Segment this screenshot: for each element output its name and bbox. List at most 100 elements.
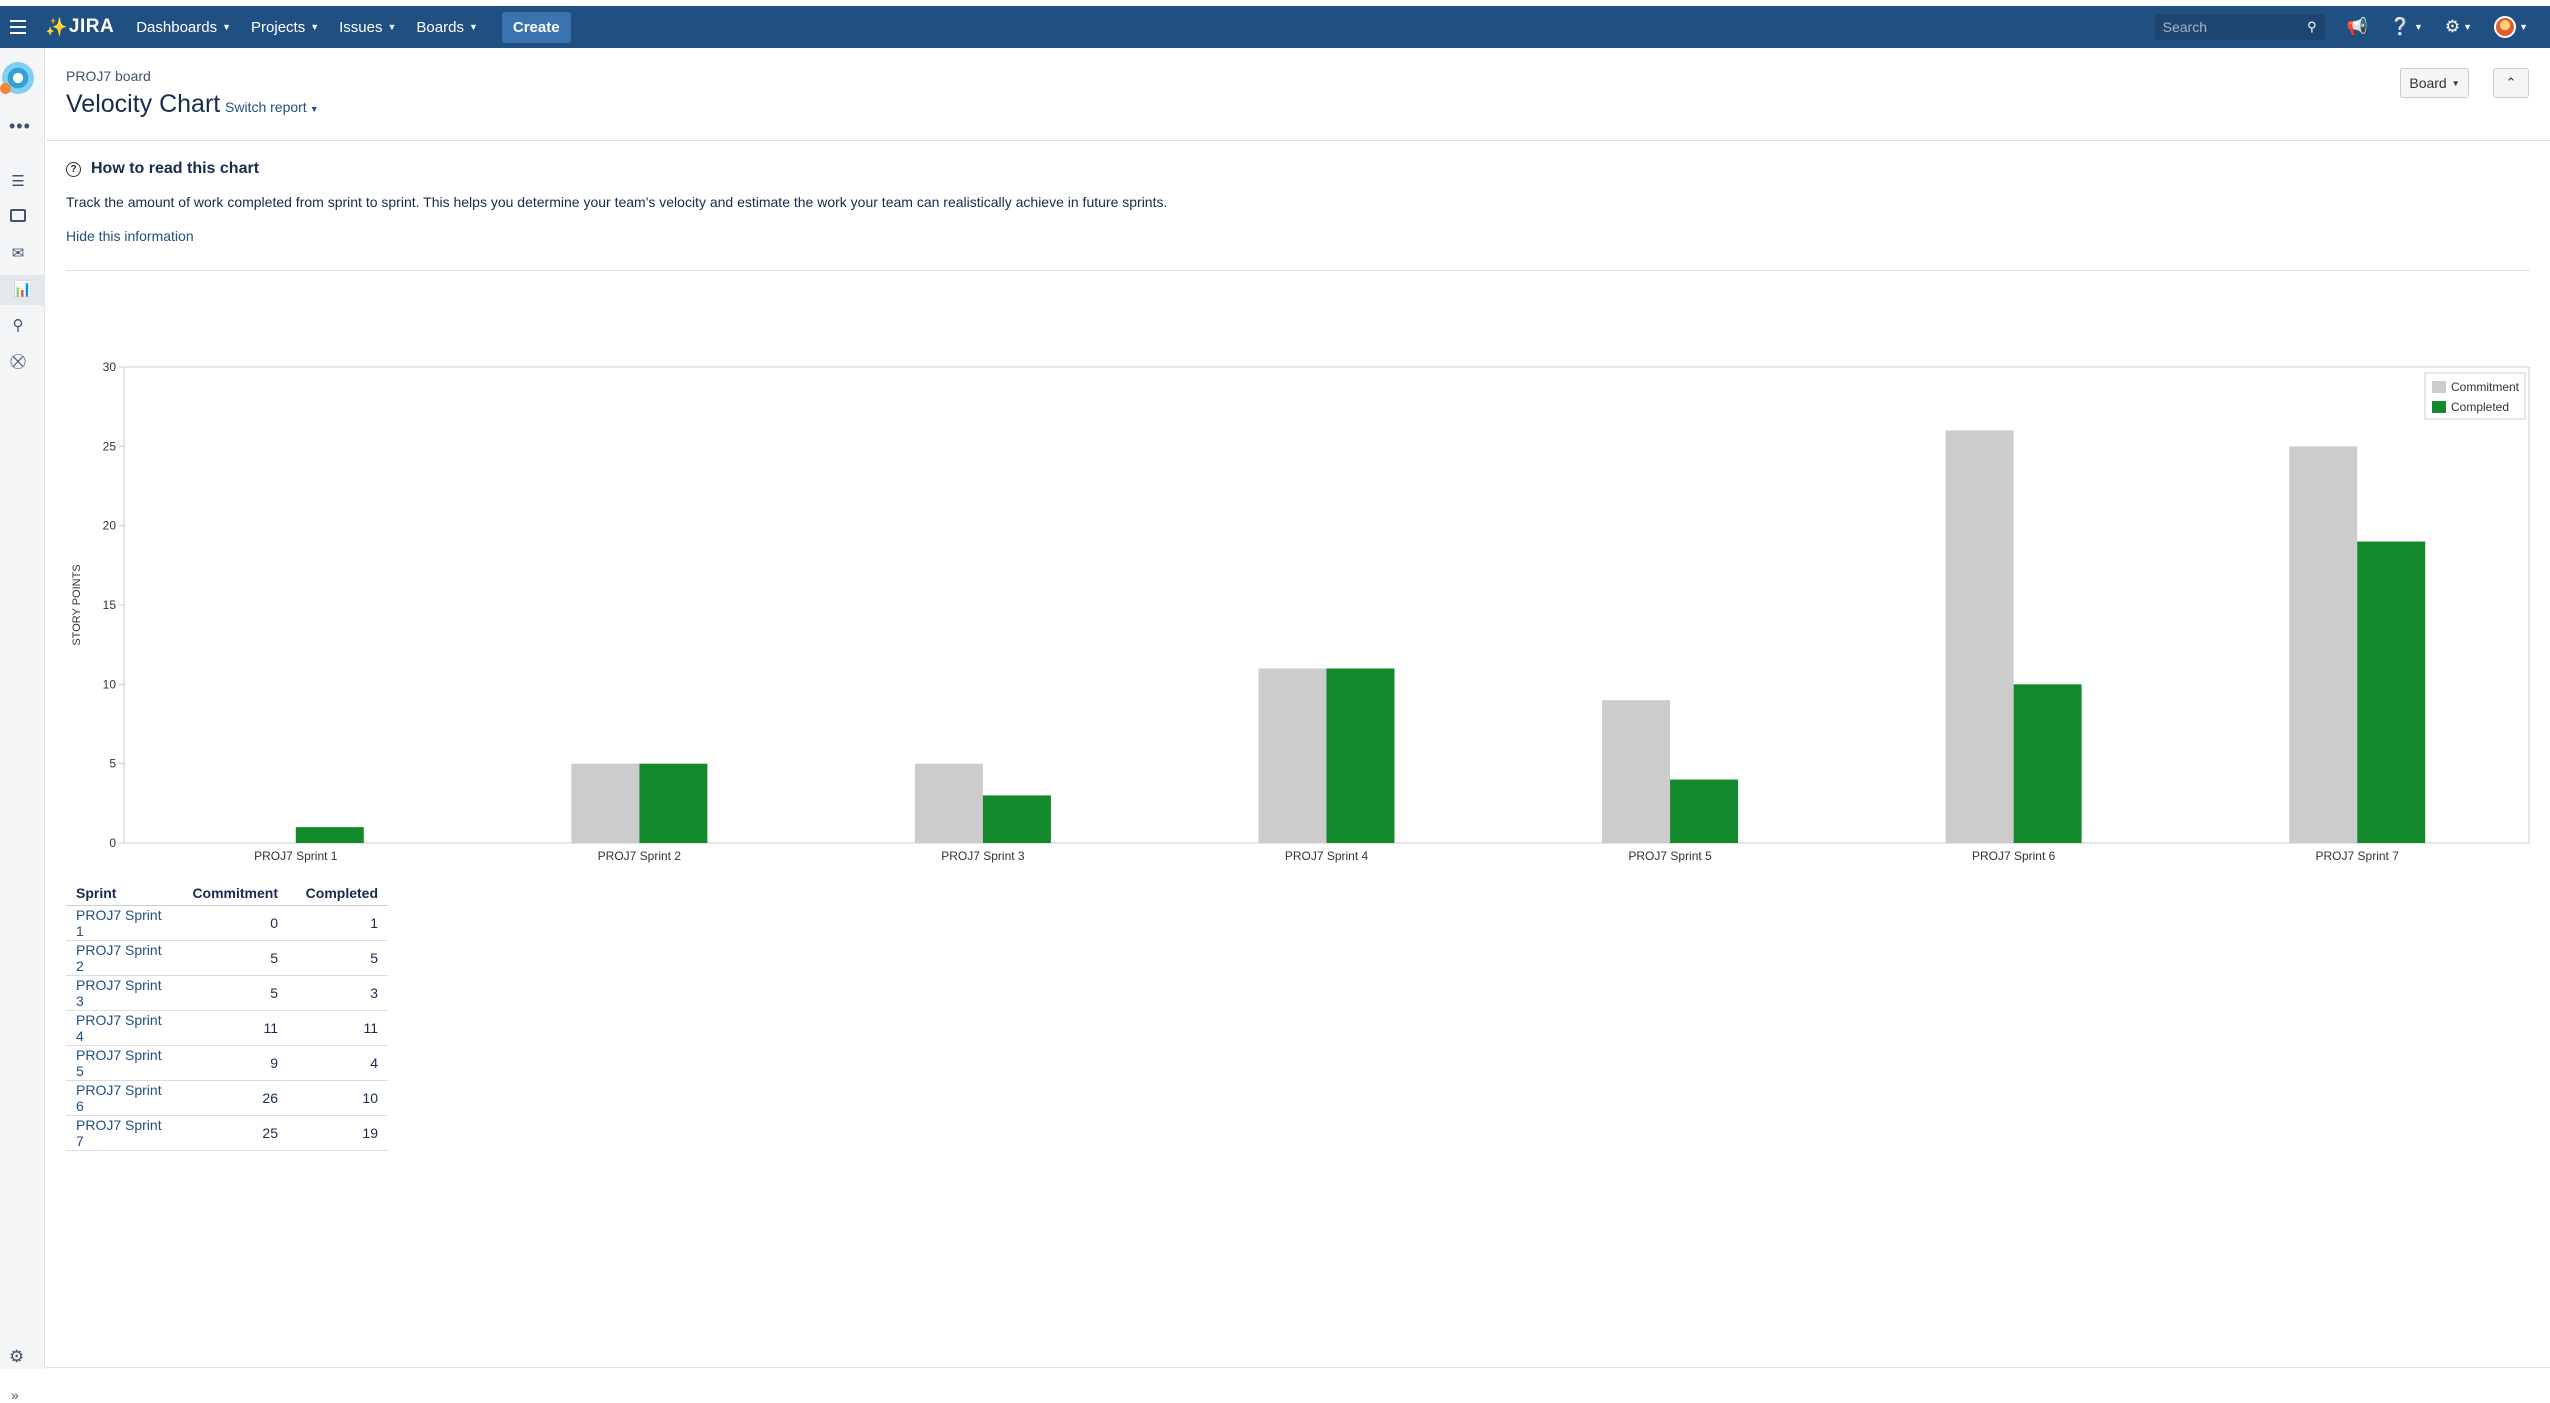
sprint-table: Sprint Commitment Completed PROJ7 Sprint…	[66, 881, 388, 1151]
sprint-link[interactable]: PROJ7 Sprint 7	[66, 1115, 182, 1151]
velocity-chart-svg: 0 5 10 15 20 25 30 STORY POINTS PROJ7 Sprint 1 PR…	[71, 360, 2530, 863]
completed-cell: 3	[288, 975, 388, 1011]
bar-completed	[1326, 668, 1395, 843]
board-button[interactable]: Board ▼	[2400, 68, 2469, 98]
project-avatar[interactable]	[0, 62, 34, 94]
jira-logo[interactable]: ✨ JIRA	[45, 16, 114, 38]
footer-divider	[46, 1367, 2550, 1368]
x-tick-label: PROJ7 Sprint 1	[254, 849, 338, 863]
legend-swatch	[2432, 381, 2446, 393]
hide-information-link[interactable]: Hide this information	[66, 228, 194, 244]
completed-cell: 11	[288, 1010, 388, 1046]
menu-icon[interactable]	[0, 6, 36, 48]
x-tick-label: PROJ7 Sprint 4	[1285, 849, 1369, 863]
sprint-link[interactable]: PROJ7 Sprint 3	[66, 975, 182, 1011]
expand-sidebar-icon[interactable]: »	[11, 1387, 19, 1403]
y-tick-label: 0	[109, 836, 116, 850]
collapse-header-button[interactable]: ⌃	[2493, 68, 2529, 98]
project-sidebar: ••• ☰ ✉ 📊 ⚲ ⛒ ⚙ »	[0, 48, 45, 1403]
column-header-completed: Completed	[288, 881, 388, 906]
x-tick-label: PROJ7 Sprint 5	[1628, 849, 1712, 863]
question-icon: ?	[66, 161, 81, 177]
chevron-down-icon: ▼	[2413, 22, 2423, 32]
nav-boards-label: Boards	[416, 18, 464, 36]
jira-logo-icon: ✨	[45, 16, 68, 37]
sprint-link[interactable]: PROJ7 Sprint 5	[66, 1045, 182, 1081]
nav-boards[interactable]: Boards ▼	[416, 19, 477, 36]
avatar	[2494, 16, 2517, 38]
bar-commitment	[1945, 430, 2014, 843]
nav-projects[interactable]: Projects ▼	[251, 19, 319, 36]
page-title: Velocity Chart	[66, 90, 221, 118]
info-title: How to read this chart	[91, 160, 260, 177]
x-tick-label: PROJ7 Sprint 3	[941, 849, 1025, 863]
nav-right-group: ⚲ 📢 ❔▼ ⚙▼ ▼	[2154, 6, 2550, 48]
sprint-link[interactable]: PROJ7 Sprint 6	[66, 1080, 182, 1116]
y-tick-label: 20	[103, 519, 117, 533]
completed-cell: 10	[288, 1080, 388, 1116]
chevron-down-icon: ▼	[387, 22, 397, 32]
help-icon[interactable]: ❔ ▼	[2389, 17, 2423, 36]
breadcrumb[interactable]: PROJ7 board	[66, 68, 151, 84]
chevron-down-icon: ▼	[309, 104, 319, 114]
sprint-link[interactable]: PROJ7 Sprint 1	[66, 905, 182, 941]
table-row: PROJ7 Sprint 6 26 10	[66, 1080, 388, 1116]
bar-completed	[295, 827, 364, 843]
y-tick-label: 5	[109, 757, 116, 771]
switch-report-dropdown[interactable]: Switch report ▼	[225, 99, 319, 115]
gear-icon[interactable]: ⚙ ▼	[2444, 17, 2473, 36]
table-row: PROJ7 Sprint 7 25 19	[66, 1115, 388, 1151]
nav-issues[interactable]: Issues ▼	[339, 19, 396, 36]
chevron-down-icon: ▼	[310, 22, 320, 32]
x-tick-label: PROJ7 Sprint 7	[2316, 849, 2400, 863]
sprint-link[interactable]: PROJ7 Sprint 4	[66, 1010, 182, 1046]
create-button[interactable]: Create	[501, 11, 571, 43]
nav-issues-label: Issues	[339, 18, 383, 36]
y-tick-label: 25	[103, 439, 117, 453]
issues-icon[interactable]: ⚲	[12, 317, 24, 334]
commitment-cell: 0	[182, 905, 288, 941]
releases-icon[interactable]: ✉	[11, 245, 25, 262]
completed-cell: 19	[288, 1115, 388, 1151]
board-icon[interactable]	[8, 208, 28, 228]
feedback-icon[interactable]: 📢	[2346, 17, 2368, 36]
bar-completed	[2357, 541, 2426, 843]
nav-dashboards[interactable]: Dashboards ▼	[136, 19, 231, 36]
top-navigation: ✨ JIRA Dashboards ▼ Projects ▼ Issues ▼ Boa…	[0, 6, 2550, 48]
legend-label: Commitment	[2451, 380, 2520, 394]
search-icon[interactable]: ⚲	[2307, 19, 2317, 34]
board-button-label: Board	[2409, 75, 2447, 91]
column-header-sprint: Sprint	[66, 881, 182, 906]
completed-cell: 1	[288, 905, 388, 941]
commitment-cell: 26	[182, 1080, 288, 1116]
user-menu[interactable]: ▼	[2494, 16, 2528, 38]
reports-icon[interactable]: 📊	[0, 275, 45, 305]
chevron-down-icon: ▼	[468, 22, 478, 32]
y-tick-label: 30	[103, 360, 117, 374]
settings-gear-icon[interactable]: ⚙	[9, 1347, 25, 1366]
commitment-cell: 5	[182, 940, 288, 976]
x-tick-label: PROJ7 Sprint 6	[1972, 849, 2056, 863]
info-divider	[66, 270, 2530, 271]
x-tick-label: PROJ7 Sprint 2	[598, 849, 682, 863]
backlog-icon[interactable]: ☰	[11, 173, 25, 190]
column-header-commitment: Commitment	[182, 881, 288, 906]
commitment-cell: 5	[182, 975, 288, 1011]
bar-commitment	[1258, 668, 1327, 843]
y-tick-label: 15	[103, 598, 117, 612]
bar-completed	[639, 763, 708, 843]
bar-commitment	[571, 763, 640, 843]
more-icon[interactable]: •••	[9, 116, 31, 136]
components-icon[interactable]: ⛒	[10, 353, 26, 370]
table-row: PROJ7 Sprint 4 11 11	[66, 1010, 388, 1046]
sprint-link[interactable]: PROJ7 Sprint 2	[66, 940, 182, 976]
search-input[interactable]	[2162, 19, 2293, 35]
bar-commitment	[1602, 700, 1671, 843]
chevron-down-icon: ▼	[2463, 22, 2473, 32]
y-axis-label: STORY POINTS	[71, 564, 83, 645]
completed-cell: 5	[288, 940, 388, 976]
info-text: Track the amount of work completed from …	[66, 194, 1168, 210]
